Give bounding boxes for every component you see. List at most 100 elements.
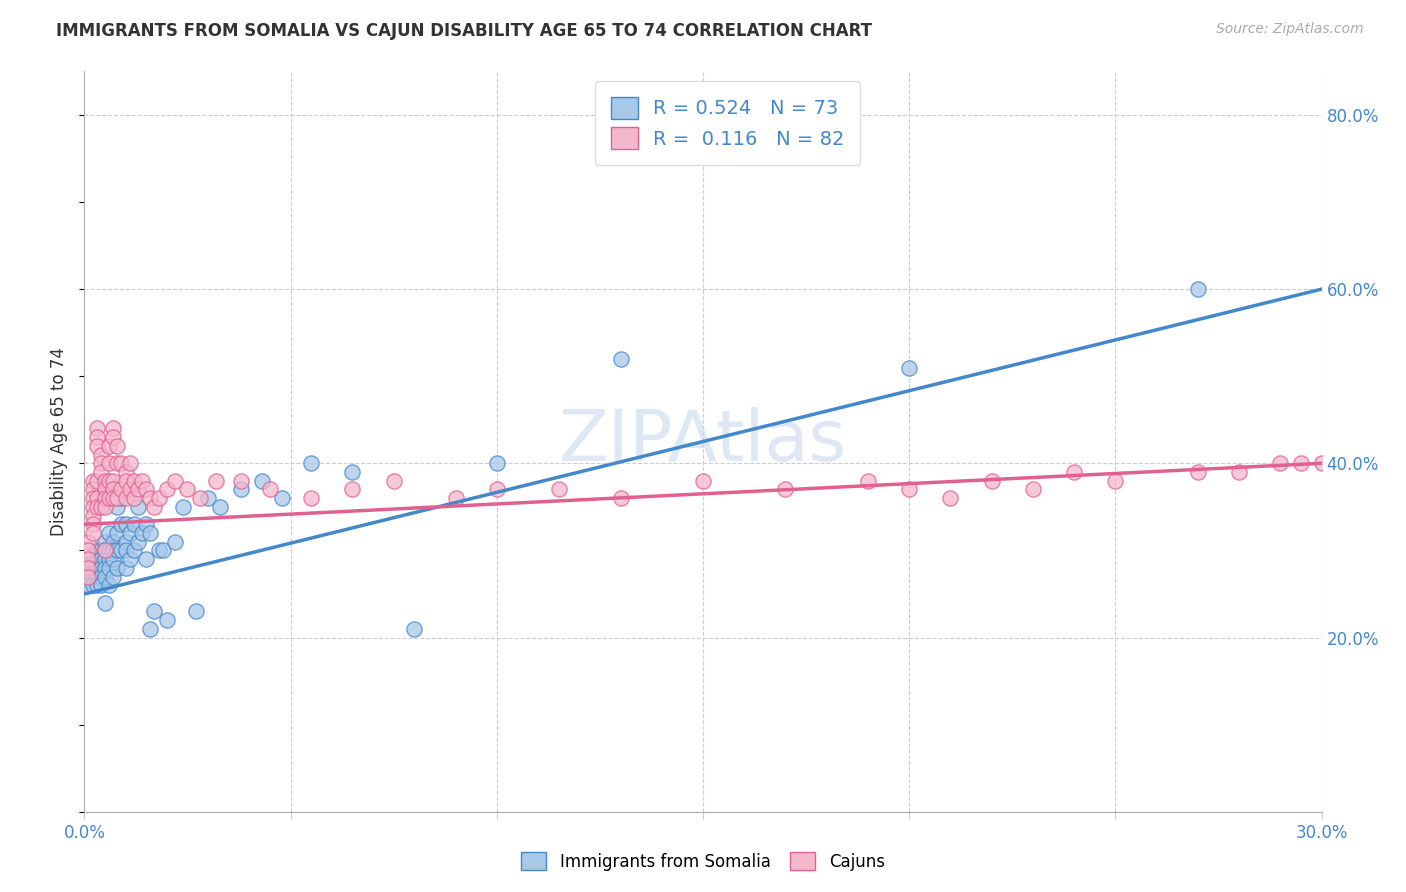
Point xyxy=(114,534,136,549)
Text: ZIPAtlas: ZIPAtlas xyxy=(560,407,846,476)
Point xyxy=(82,491,104,505)
Point xyxy=(156,483,179,497)
Point xyxy=(98,552,121,566)
Point xyxy=(90,500,112,514)
Point xyxy=(105,491,128,505)
Point xyxy=(114,474,136,488)
Point xyxy=(98,439,121,453)
Point xyxy=(1270,456,1292,470)
Point xyxy=(77,569,100,583)
Point xyxy=(86,421,108,435)
Point xyxy=(184,604,207,618)
Point xyxy=(143,604,166,618)
Point xyxy=(165,474,187,488)
Point xyxy=(82,561,104,575)
Point xyxy=(82,517,104,532)
Point xyxy=(77,561,100,575)
Point xyxy=(90,578,112,592)
Point xyxy=(103,430,125,444)
Point xyxy=(197,491,219,505)
Point xyxy=(122,517,145,532)
Point xyxy=(110,491,132,505)
Point xyxy=(1227,465,1250,479)
Point xyxy=(152,543,174,558)
Point xyxy=(98,578,121,592)
Point xyxy=(114,561,136,575)
Point xyxy=(98,456,121,470)
Point xyxy=(86,543,108,558)
Point xyxy=(98,561,121,575)
Point xyxy=(609,351,631,366)
Point xyxy=(118,526,141,541)
Point xyxy=(259,483,281,497)
Point xyxy=(98,526,121,541)
Point xyxy=(82,474,104,488)
Point xyxy=(82,526,104,541)
Point xyxy=(94,534,117,549)
Point xyxy=(94,561,117,575)
Point xyxy=(156,613,179,627)
Point xyxy=(90,456,112,470)
Point xyxy=(118,552,141,566)
Point xyxy=(103,483,125,497)
Point xyxy=(86,439,108,453)
Point xyxy=(127,534,149,549)
Point xyxy=(110,517,132,532)
Point xyxy=(250,474,273,488)
Point xyxy=(103,569,125,583)
Point xyxy=(105,500,128,514)
Point xyxy=(105,561,128,575)
Point xyxy=(485,483,508,497)
Point xyxy=(110,456,132,470)
Point xyxy=(342,483,364,497)
Point xyxy=(77,543,100,558)
Point xyxy=(77,534,100,549)
Point xyxy=(86,569,108,583)
Point xyxy=(229,483,252,497)
Point xyxy=(77,578,100,592)
Point xyxy=(77,552,100,566)
Point xyxy=(547,483,569,497)
Point xyxy=(105,543,128,558)
Point xyxy=(609,491,631,505)
Point xyxy=(127,500,149,514)
Point xyxy=(82,483,104,497)
Point xyxy=(1022,483,1045,497)
Point xyxy=(90,448,112,462)
Point xyxy=(86,578,108,592)
Point xyxy=(1187,282,1209,296)
Point xyxy=(103,552,125,566)
Point xyxy=(94,491,117,505)
Point xyxy=(90,552,112,566)
Point xyxy=(110,543,132,558)
Y-axis label: Disability Age 65 to 74: Disability Age 65 to 74 xyxy=(51,347,69,536)
Point xyxy=(86,561,108,575)
Text: Source: ZipAtlas.com: Source: ZipAtlas.com xyxy=(1216,22,1364,37)
Point xyxy=(94,483,117,497)
Point xyxy=(188,491,211,505)
Point xyxy=(77,561,100,575)
Point xyxy=(103,421,125,435)
Point xyxy=(114,491,136,505)
Point xyxy=(122,474,145,488)
Point xyxy=(122,543,145,558)
Point xyxy=(148,543,170,558)
Point xyxy=(103,534,125,549)
Point xyxy=(114,517,136,532)
Point xyxy=(77,569,100,583)
Point xyxy=(82,578,104,592)
Point xyxy=(131,526,153,541)
Point xyxy=(114,543,136,558)
Point xyxy=(82,508,104,523)
Point xyxy=(1063,465,1085,479)
Point xyxy=(94,543,117,558)
Point xyxy=(118,483,141,497)
Point xyxy=(122,491,145,505)
Point xyxy=(90,465,112,479)
Point xyxy=(898,360,921,375)
Point xyxy=(165,534,187,549)
Point xyxy=(98,474,121,488)
Point xyxy=(692,474,714,488)
Point xyxy=(139,491,162,505)
Text: IMMIGRANTS FROM SOMALIA VS CAJUN DISABILITY AGE 65 TO 74 CORRELATION CHART: IMMIGRANTS FROM SOMALIA VS CAJUN DISABIL… xyxy=(56,22,872,40)
